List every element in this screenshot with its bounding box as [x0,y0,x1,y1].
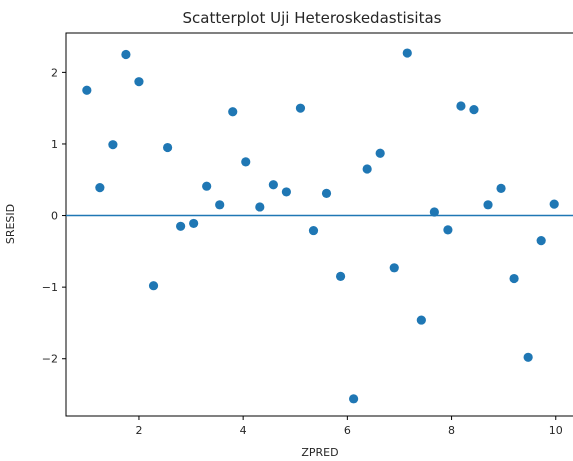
data-point-9 [189,218,199,229]
data-point-32 [496,183,506,193]
y-axis-ticks: −2 −1 0 1 2 [42,66,66,366]
data-point-25 [402,48,412,58]
data-point-31 [483,200,493,210]
data-point-26 [416,315,426,325]
x-tick-label: 10 [549,424,563,437]
y-tick-label: 2 [51,66,58,79]
data-point-28 [443,225,453,235]
data-point-12 [228,107,238,117]
data-point-19 [321,188,332,198]
data-point-29 [456,101,466,111]
data-point-22 [362,164,372,174]
x-tick-label: 6 [344,424,351,437]
data-point-18 [308,225,319,236]
plot-frame [65,32,573,417]
data-point-14 [255,202,265,212]
data-point-21 [349,394,359,404]
data-point-20 [335,271,346,282]
data-point-35 [536,236,546,246]
data-point-27 [429,207,439,217]
data-point-7 [163,142,173,153]
x-tick-label: 4 [240,424,247,437]
y-tick-label: −1 [42,281,58,294]
y-tick-label: −2 [42,353,58,366]
x-tick-label: 8 [448,424,455,437]
plot-area [65,32,573,417]
data-point-16 [281,187,291,197]
data-point-24 [389,263,399,273]
data-point-33 [509,273,519,284]
data-point-8 [176,221,186,231]
data-point-6 [148,281,159,291]
data-point-10 [202,181,212,191]
data-point-23 [375,148,385,158]
data-point-30 [469,105,479,115]
data-point-5 [134,77,144,87]
x-axis-ticks: 2 4 6 8 10 [135,416,563,437]
points-layer [82,48,559,404]
data-point-34 [523,352,533,362]
data-point-2 [95,183,105,193]
data-point-13 [241,157,251,167]
data-point-15 [268,180,278,190]
x-axis-label: ZPRED [301,446,338,459]
data-point-1 [82,85,92,95]
y-tick-label: 0 [51,210,58,223]
y-axis-label: SRESID [4,204,17,244]
data-point-17 [295,103,306,113]
chart-title: Scatterplot Uji Heteroskedastisitas [183,9,442,27]
data-point-3 [108,140,118,150]
data-point-36 [549,199,559,209]
x-tick-label: 2 [135,424,142,437]
y-tick-label: 1 [51,138,58,151]
data-point-11 [215,200,225,210]
data-point-4 [121,49,131,60]
